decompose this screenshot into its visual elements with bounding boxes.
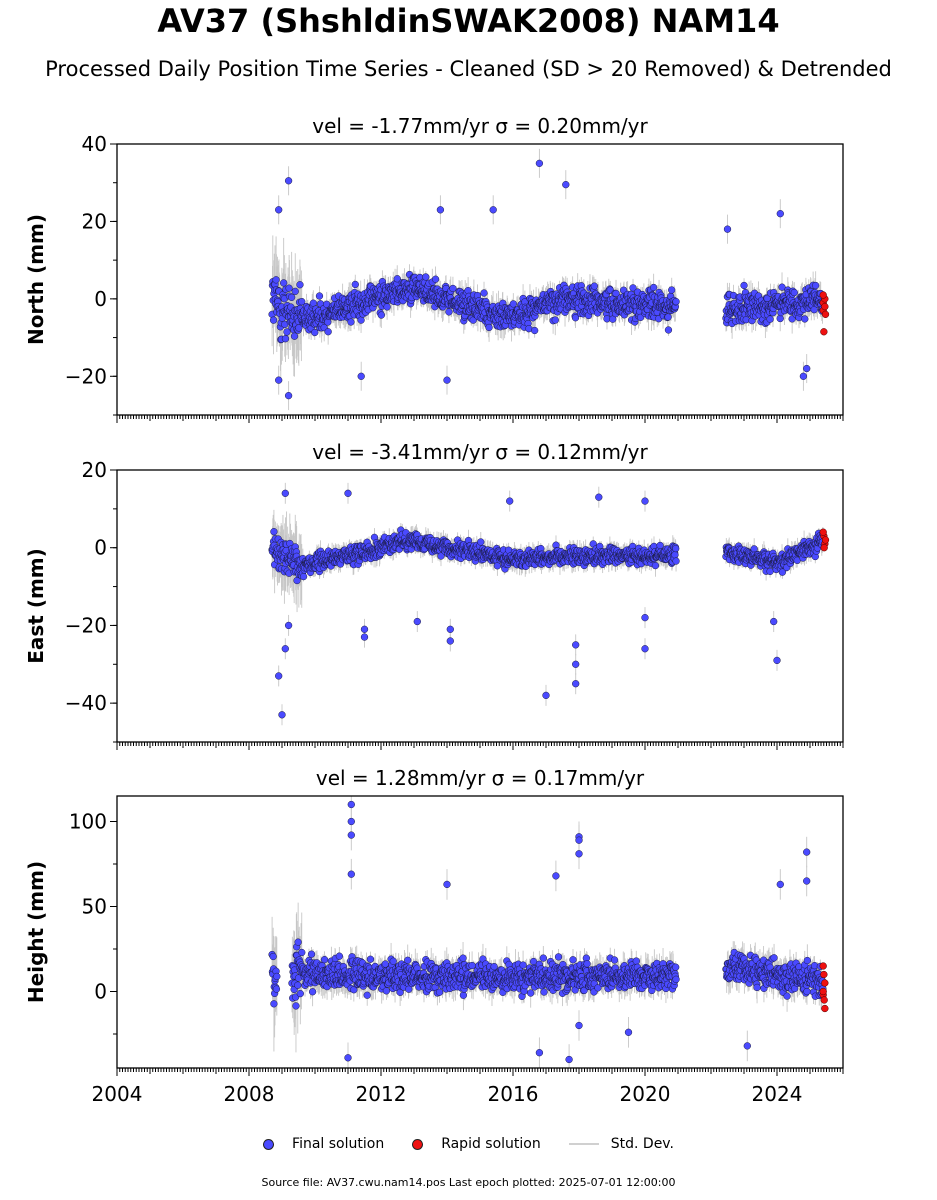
y-tick-label: 40 [82,132,107,156]
final-point [649,283,658,292]
figure-title: AV37 (ShshldinSWAK2008) NAM14 [157,2,780,40]
final-point [801,315,809,323]
error-bars [271,148,824,411]
rapid-point [821,310,830,318]
final-point [668,286,676,294]
final-point [480,289,488,297]
final-point [275,206,283,214]
final-point [810,306,818,314]
final-point [324,328,332,336]
final-point [284,391,293,400]
y-axis: −20 0 20 40 [65,132,117,416]
final-point [672,297,680,306]
final-points [268,159,827,400]
final-point [489,206,497,214]
final-point [740,281,748,290]
final-point [281,335,290,343]
final-point [291,287,299,296]
final-point [422,273,430,281]
final-point [357,372,365,380]
final-point [612,289,620,298]
final-point [383,303,391,311]
final-point [449,284,457,293]
figure-subtitle: Processed Daily Position Time Series - C… [45,57,892,81]
final-point [431,275,440,283]
final-point [357,316,365,324]
final-point [315,292,324,300]
y-tick-label: 20 [82,209,107,233]
final-point [571,314,580,322]
final-point [562,181,570,189]
final-point [776,210,784,218]
final-point [799,372,808,380]
plot-area [268,148,830,411]
rapid-point [820,328,828,336]
y-tick-label: 0 [94,287,107,311]
final-point [298,298,306,306]
final-point [723,225,732,233]
y-axis-label: North (mm) [24,214,48,345]
final-point [790,288,798,297]
final-point [445,308,453,316]
error-bars [271,482,824,726]
final-point [443,376,451,384]
final-point [270,528,278,536]
final-point [285,284,293,292]
final-point [812,281,820,290]
final-point [284,177,293,185]
final-point [436,206,445,214]
panel-north: −20 0 20 40 North (mm) vel = -1.77mm/yr σ = 0… [24,114,844,423]
final-point [664,326,673,334]
y-tick-label: −20 [65,364,107,388]
final-point [766,315,774,323]
final-point [287,293,296,302]
plot-area [268,482,830,726]
final-point [629,284,637,292]
final-point [535,159,544,168]
final-points [268,489,827,719]
final-point [377,311,385,319]
axes-frame [116,143,844,416]
final-point [269,316,278,324]
final-point [275,376,283,384]
final-point [347,318,355,326]
final-point [551,316,559,324]
x-ticks [116,415,844,423]
final-point [351,280,359,289]
rapid-point [821,302,829,311]
final-point [393,275,401,283]
final-point [778,283,786,291]
final-point [803,364,811,373]
final-point [664,313,672,321]
final-point [290,332,299,340]
rapid-point [819,291,827,299]
rapid-points [819,291,830,336]
final-point [311,328,319,337]
final-point [531,326,539,335]
final-point [485,323,493,332]
final-point [509,300,517,308]
final-point [283,328,291,336]
final-point [280,279,288,287]
final-point [296,281,304,289]
final-point [272,276,280,284]
final-point [299,572,308,581]
final-point [590,282,598,290]
panel-title: vel = -1.77mm/yr σ = 0.20mm/yr [312,114,648,138]
final-point [295,324,303,332]
